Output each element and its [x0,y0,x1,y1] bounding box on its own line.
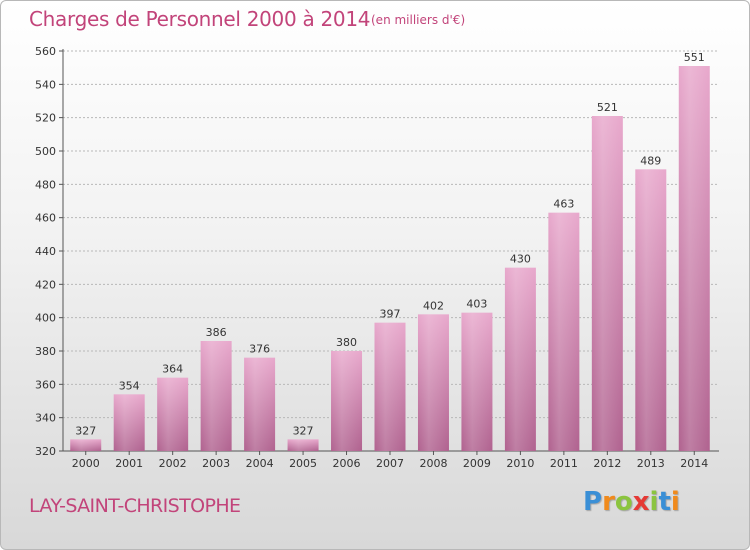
commune-name: LAY-SAINT-CHRISTOPHE [29,495,241,517]
logo-letter: i [649,487,659,517]
y-tick-label: 420 [35,278,56,291]
bar-highlight [287,439,319,451]
logo-letter: i [670,487,680,517]
proxiti-logo: Proxiti [583,487,680,517]
data-label: 327 [75,424,96,437]
data-label: 551 [684,51,705,64]
bar-highlight [461,312,493,451]
y-tick-label: 440 [35,245,56,258]
y-tick-label: 340 [35,412,56,425]
bar-highlight [591,116,623,451]
y-tick-label: 460 [35,212,56,225]
y-tick-label: 560 [35,45,56,58]
data-label: 403 [466,298,487,311]
x-tick-label: 2012 [593,457,621,470]
data-label: 386 [206,326,227,339]
bar-highlight [635,169,667,452]
logo-letter: r [602,487,615,517]
data-label: 354 [119,379,140,392]
bar-highlight [678,66,710,451]
bar-highlight [70,439,102,451]
data-label: 397 [380,308,401,321]
chart-subtitle: (en milliers d'€) [371,13,466,27]
x-tick-label: 2003 [202,457,230,470]
bar-highlight [504,267,536,451]
x-tick-label: 2002 [159,457,187,470]
data-label: 521 [597,101,618,114]
bar-highlight [417,314,449,451]
x-tick-label: 2008 [419,457,447,470]
x-tick-label: 2011 [550,457,578,470]
bar-highlight [331,351,363,451]
y-tick-label: 400 [35,312,56,325]
x-tick-label: 2013 [637,457,665,470]
x-tick-label: 2001 [115,457,143,470]
bar-highlight [244,357,276,451]
bar-highlight [548,212,580,451]
y-tick-label: 480 [35,178,56,191]
data-label: 402 [423,299,444,312]
x-tick-labels: 2000 2001 2002 2003 2004 2005 2006 2007 2008 2009… [72,451,708,470]
data-label: 364 [162,363,183,376]
x-tick-label: 2005 [289,457,317,470]
logo-letter: x [632,487,650,517]
y-tick-label: 360 [35,378,56,391]
logo-letter: P [583,487,603,517]
data-labels: 327 354 364 386 376 327 380 397 402 403 430 463 521 4… [75,51,705,437]
logo-letter: t [658,487,671,517]
bar-highlight [374,322,406,451]
data-label: 489 [640,154,661,167]
x-tick-label: 2007 [376,457,404,470]
bars [70,66,710,452]
x-tick-label: 2010 [506,457,534,470]
y-tick-labels: 320 340 360 380 400 420 440 460 480 500 520 540 560 [35,45,56,458]
x-tick-label: 2000 [72,457,100,470]
y-tick-label: 380 [35,345,56,358]
data-label: 463 [553,198,574,211]
y-tick-label: 520 [35,112,56,125]
y-tick-label: 540 [35,78,56,91]
x-tick-label: 2009 [463,457,491,470]
x-tick-label: 2004 [246,457,274,470]
bar-highlight [113,394,145,451]
bar-highlight [200,341,232,451]
bar-highlight [157,377,189,451]
y-tick-label: 320 [35,445,56,458]
x-tick-label: 2006 [333,457,361,470]
data-label: 430 [510,253,531,266]
y-tick-label: 500 [35,145,56,158]
x-tick-label: 2014 [680,457,708,470]
data-label: 327 [293,424,314,437]
data-label: 376 [249,343,270,356]
data-label: 380 [336,336,357,349]
logo-letter: o [614,487,633,517]
chart-title: Charges de Personnel 2000 à 2014 [29,7,371,31]
